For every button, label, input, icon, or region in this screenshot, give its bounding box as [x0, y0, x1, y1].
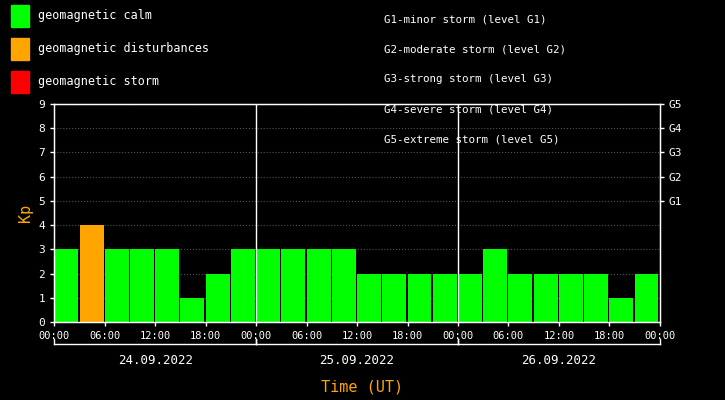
Text: geomagnetic calm: geomagnetic calm [38, 10, 152, 22]
Bar [609, 298, 633, 322]
Bar [332, 249, 356, 322]
Bar [256, 249, 280, 322]
Bar [534, 274, 558, 322]
Text: G1-minor storm (level G1): G1-minor storm (level G1) [384, 14, 547, 24]
Bar [382, 274, 406, 322]
Bar [433, 274, 457, 322]
Bar [231, 249, 255, 322]
Bar [281, 249, 305, 322]
Bar [483, 249, 507, 322]
Bar [155, 249, 179, 322]
Text: 24.09.2022: 24.09.2022 [117, 354, 193, 366]
Text: G2-moderate storm (level G2): G2-moderate storm (level G2) [384, 44, 566, 54]
Bar [660, 274, 684, 322]
Bar [559, 274, 583, 322]
Text: G5-extreme storm (level G5): G5-extreme storm (level G5) [384, 134, 560, 144]
Text: G3-strong storm (level G3): G3-strong storm (level G3) [384, 74, 553, 84]
Bar [105, 249, 129, 322]
Bar [181, 298, 204, 322]
Bar [130, 249, 154, 322]
Y-axis label: Kp: Kp [18, 204, 33, 222]
Bar [634, 274, 658, 322]
Text: 25.09.2022: 25.09.2022 [320, 354, 394, 366]
Bar [458, 274, 482, 322]
Bar [54, 249, 78, 322]
Bar [584, 274, 608, 322]
Text: G4-severe storm (level G4): G4-severe storm (level G4) [384, 104, 553, 114]
Text: 26.09.2022: 26.09.2022 [521, 354, 597, 366]
Bar [508, 274, 532, 322]
Bar [206, 274, 230, 322]
Bar [80, 225, 104, 322]
Bar [357, 274, 381, 322]
Text: geomagnetic disturbances: geomagnetic disturbances [38, 42, 209, 55]
Bar [307, 249, 331, 322]
Text: geomagnetic storm: geomagnetic storm [38, 75, 159, 88]
Bar [407, 274, 431, 322]
Text: Time (UT): Time (UT) [321, 380, 404, 395]
